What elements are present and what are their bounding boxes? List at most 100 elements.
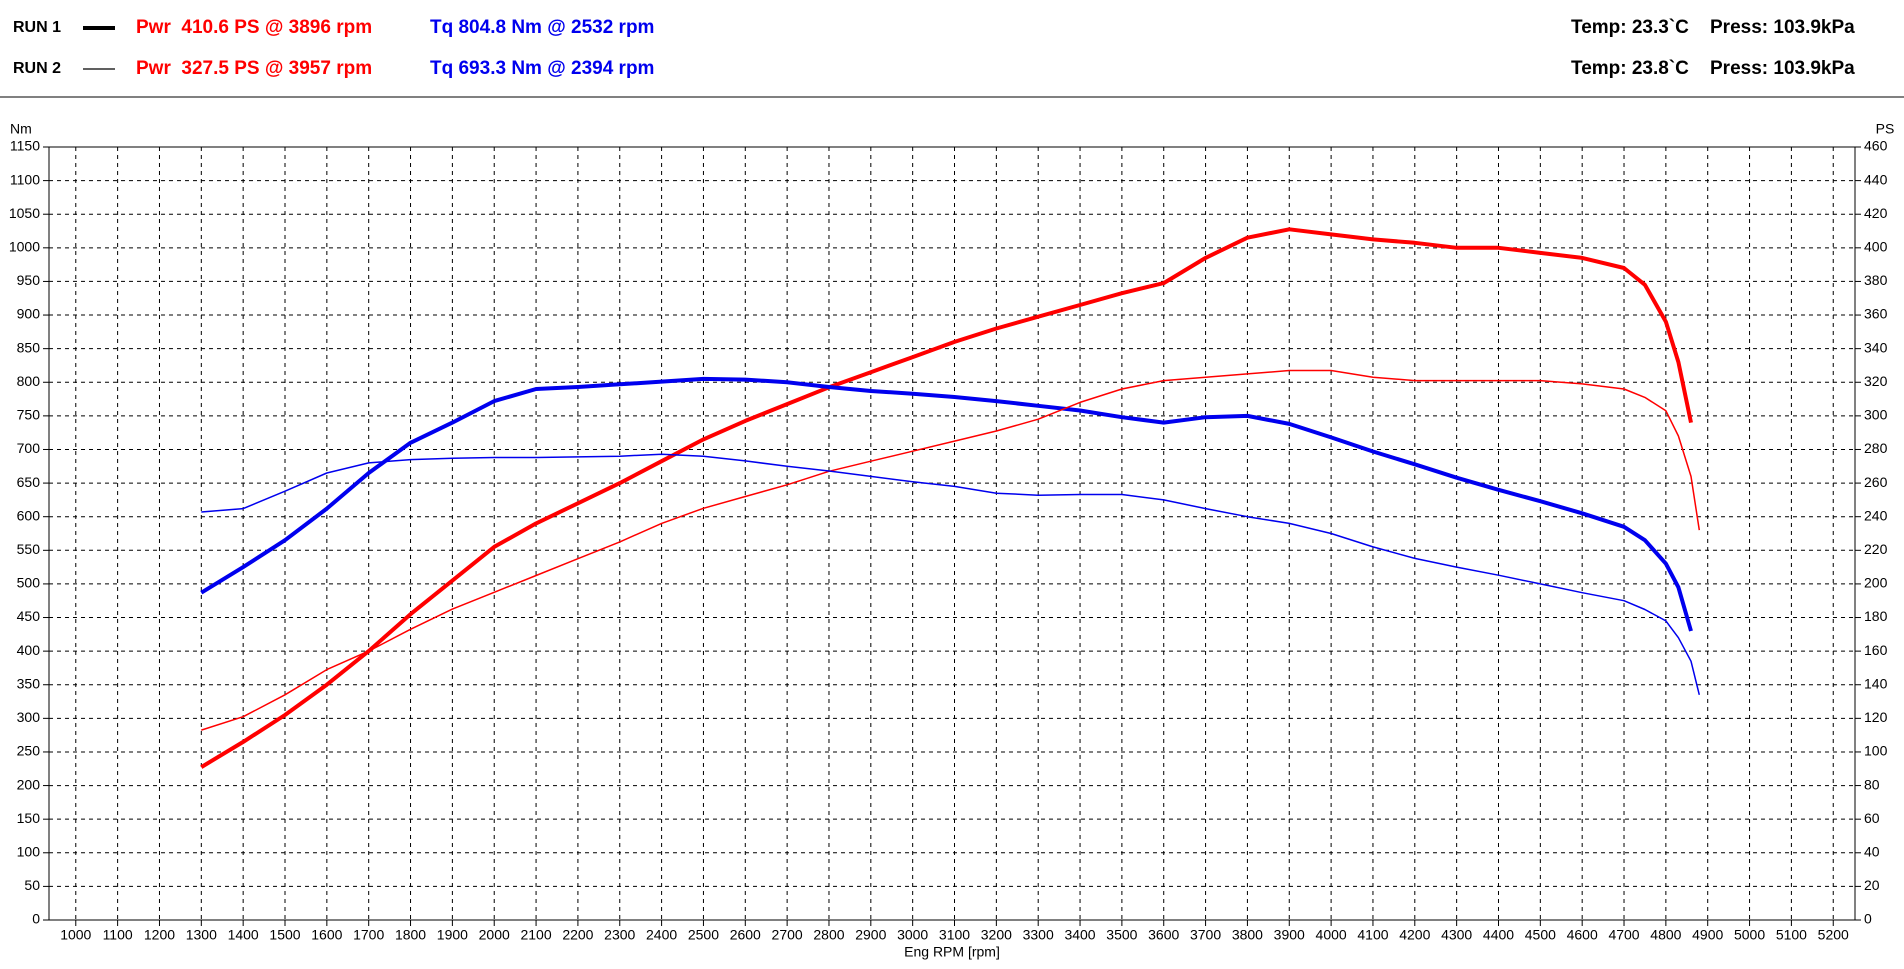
y2-tick-label: 400: [1864, 239, 1888, 255]
torque-peak: Tq 804.8 Nm @ 2532 rpm: [430, 17, 654, 38]
x-tick-label: 4800: [1650, 927, 1681, 943]
y2-tick-label: 60: [1864, 810, 1880, 826]
y-tick-label: 700: [17, 440, 41, 456]
y-tick-label: 800: [17, 373, 41, 389]
y-tick-label: 1150: [10, 138, 40, 154]
y-tick-label: 300: [17, 709, 41, 725]
x-tick-label: 4700: [1608, 927, 1639, 943]
y-tick-label: 350: [17, 675, 41, 691]
x-tick-label: 1000: [60, 927, 91, 943]
x-tick-label: 4500: [1525, 927, 1556, 943]
temperature: Temp: 23.3`C: [1571, 17, 1689, 38]
y2-axis-label: PS: [1876, 121, 1895, 137]
x-tick-label: 2700: [772, 927, 803, 943]
y2-tick-label: 420: [1864, 205, 1888, 221]
y-tick-label: 450: [17, 608, 41, 624]
y2-tick-label: 140: [1864, 675, 1888, 691]
y-tick-label: 750: [17, 407, 41, 423]
y2-tick-label: 200: [1864, 575, 1888, 591]
y2-tick-label: 440: [1864, 171, 1888, 187]
y2-tick-label: 300: [1864, 407, 1888, 423]
x-tick-label: 1900: [437, 927, 468, 943]
x-tick-label: 2300: [604, 927, 635, 943]
y-tick-label: 500: [17, 575, 41, 591]
y2-tick-label: 380: [1864, 272, 1888, 288]
y2-tick-label: 220: [1864, 541, 1888, 557]
x-tick-label: 5100: [1776, 927, 1807, 943]
y2-tick-label: 340: [1864, 339, 1888, 355]
curve: [200, 376, 1693, 632]
y-tick-label: 1050: [9, 205, 40, 221]
y2-tick-label: 20: [1864, 877, 1880, 893]
y-tick-label: 650: [17, 474, 41, 490]
x-tick-label: 1400: [228, 927, 259, 943]
y2-tick-label: 0: [1864, 911, 1872, 927]
x-tick-label: 1100: [103, 927, 133, 943]
y2-tick-label: 360: [1864, 306, 1888, 322]
x-tick-label: 1600: [311, 927, 342, 943]
x-tick-label: 3700: [1190, 927, 1221, 943]
y-tick-label: 100: [17, 843, 41, 859]
x-tick-label: 1700: [353, 927, 384, 943]
curve: [201, 453, 1701, 695]
temperature: Temp: 23.8`C: [1571, 58, 1689, 79]
plot-frame: [48, 146, 1856, 921]
x-tick-label: 3300: [1023, 927, 1054, 943]
x-tick-label: 2100: [520, 927, 551, 943]
curve: [201, 369, 1701, 731]
y2-tick-label: 320: [1864, 373, 1888, 389]
x-tick-label: 4900: [1692, 927, 1723, 943]
y2-tick-label: 80: [1864, 776, 1880, 792]
x-tick-label: 2200: [562, 927, 593, 943]
x-tick-label: 3500: [1106, 927, 1137, 943]
x-tick-label: 2900: [855, 927, 886, 943]
x-tick-label: 2800: [813, 927, 844, 943]
y-tick-label: 950: [17, 272, 41, 288]
y2-tick-label: 180: [1864, 608, 1888, 624]
run-label: RUN 1: [13, 19, 61, 36]
x-tick-label: 2600: [730, 927, 761, 943]
x-tick-label: 2400: [646, 927, 677, 943]
x-tick-label: 3200: [981, 927, 1012, 943]
y-tick-label: 200: [17, 776, 41, 792]
y-tick-label: 900: [17, 306, 41, 322]
y2-tick-label: 240: [1864, 507, 1888, 523]
y2-tick-label: 40: [1864, 843, 1880, 859]
x-tick-label: 2000: [479, 927, 510, 943]
x-tick-label: 5200: [1818, 927, 1849, 943]
y-tick-label: 550: [17, 541, 41, 557]
x-tick-label: 4400: [1483, 927, 1514, 943]
x-tick-label: 1300: [186, 927, 217, 943]
y-tick-label: 1100: [10, 171, 40, 187]
x-tick-label: 2500: [688, 927, 719, 943]
y-tick-label: 1000: [9, 239, 40, 255]
x-tick-label: 3100: [939, 927, 970, 943]
x-axis-label: Eng RPM [rpm]: [904, 944, 1000, 960]
power-peak: Pwr 410.6 PS @ 3896 rpm: [136, 17, 372, 38]
x-tick-label: 1800: [395, 927, 426, 943]
y2-tick-label: 100: [1864, 743, 1888, 759]
y-axis-label: Nm: [10, 121, 32, 137]
x-tick-label: 4300: [1441, 927, 1472, 943]
curve: [200, 227, 1693, 769]
y-tick-label: 0: [32, 911, 40, 927]
y-tick-label: 50: [24, 877, 40, 893]
x-tick-label: 4600: [1567, 927, 1598, 943]
pressure: Press: 103.9kPa: [1710, 17, 1855, 38]
x-tick-label: 3400: [1064, 927, 1095, 943]
y2-tick-label: 160: [1864, 642, 1888, 658]
pressure: Press: 103.9kPa: [1710, 58, 1855, 79]
x-tick-label: 5000: [1734, 927, 1765, 943]
x-tick-label: 1200: [144, 927, 175, 943]
x-tick-label: 4000: [1316, 927, 1347, 943]
power-peak: Pwr 327.5 PS @ 3957 rpm: [136, 58, 372, 79]
x-tick-label: 3900: [1274, 927, 1305, 943]
y2-tick-label: 280: [1864, 440, 1888, 456]
run-label: RUN 2: [13, 60, 61, 77]
y-tick-label: 150: [17, 810, 41, 826]
y-tick-label: 250: [17, 743, 41, 759]
x-tick-label: 4100: [1357, 927, 1388, 943]
x-tick-label: 3000: [897, 927, 928, 943]
